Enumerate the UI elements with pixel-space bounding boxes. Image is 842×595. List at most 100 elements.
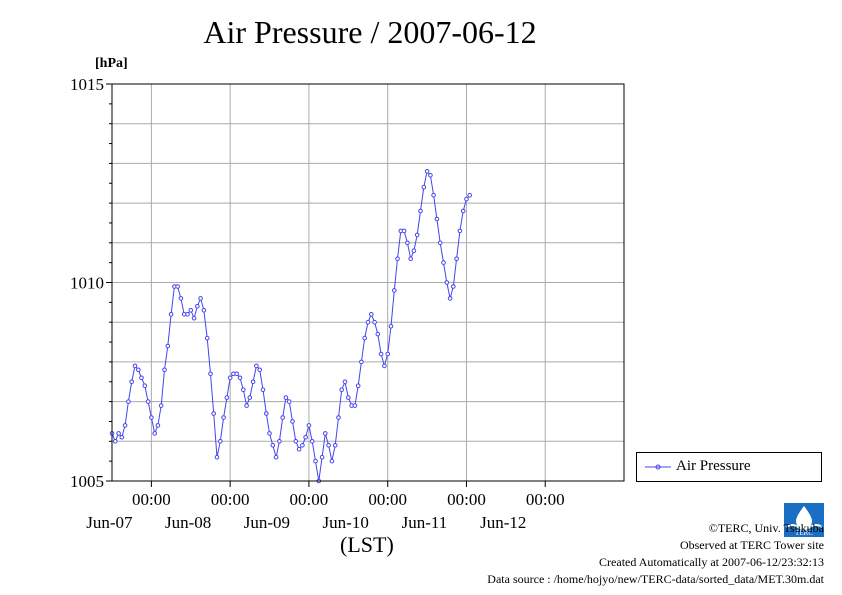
data-point (286, 399, 292, 404)
data-point (378, 351, 384, 357)
data-point (116, 431, 121, 436)
data-point (329, 458, 335, 464)
data-point (264, 411, 269, 416)
legend-label-air-pressure: Air Pressure (676, 458, 751, 474)
data-point (257, 367, 263, 373)
data-point (395, 256, 400, 262)
x-tick-time-label: 00:00 (211, 490, 250, 509)
data-point (372, 319, 377, 325)
data-point (309, 439, 315, 444)
data-point (191, 315, 197, 321)
data-point (145, 399, 151, 404)
data-point (428, 173, 433, 178)
data-point (267, 431, 272, 436)
data-point (188, 308, 194, 313)
data-point (254, 363, 259, 369)
data-point (273, 454, 279, 460)
data-point (408, 256, 414, 262)
data-point (290, 419, 295, 424)
data-point (201, 308, 207, 313)
data-point (362, 335, 368, 341)
x-tick-time-label: 00:00 (447, 490, 486, 509)
y-axis-unit-label: [hPa] (95, 56, 128, 71)
data-point (270, 443, 276, 448)
data-point (313, 458, 318, 464)
data-point (155, 423, 161, 428)
credit-created-at: Created Automatically at 2007-06-12/23:3… (599, 555, 824, 569)
data-point (168, 312, 174, 317)
credit-data-source: Data source : /home/hojyo/new/TERC-data/… (487, 572, 824, 586)
data-point (467, 192, 473, 198)
y-tick-label: 1015 (70, 75, 104, 94)
x-tick-time-label: 00:00 (132, 490, 171, 509)
data-point (346, 395, 351, 400)
data-point (208, 371, 213, 377)
data-point (336, 415, 341, 420)
data-point (165, 343, 171, 349)
data-point (365, 319, 371, 325)
x-axis-ticks: 00:00Jun-0700:00Jun-0800:00Jun-0900:00Ju… (86, 481, 565, 532)
data-point (195, 304, 200, 309)
data-point (300, 443, 305, 448)
data-point (369, 312, 374, 317)
data-point (437, 240, 443, 246)
data-point (411, 248, 417, 253)
x-tick-day-label: Jun-11 (402, 513, 448, 532)
x-tick-day-label: Jun-12 (480, 513, 526, 532)
data-point (250, 379, 256, 385)
credit-copyright: ©TERC, Univ. Tsukuba (708, 521, 824, 535)
data-point (326, 443, 331, 448)
data-point (385, 351, 391, 357)
y-tick-label: 1005 (70, 472, 104, 491)
data-point (454, 256, 459, 262)
data-point (178, 296, 184, 301)
data-point (139, 375, 144, 381)
chart-title: Air Pressure / 2007-06-12 (203, 14, 537, 50)
y-tick-label: 1010 (70, 274, 104, 293)
data-point (342, 379, 348, 385)
data-point (431, 192, 436, 198)
x-tick-day-label: Jun-07 (86, 513, 133, 532)
data-point (237, 375, 243, 381)
data-point (142, 383, 148, 389)
data-point (224, 395, 230, 400)
x-tick-time-label: 00:00 (290, 490, 329, 509)
data-point (132, 363, 138, 369)
data-point (204, 335, 210, 341)
data-point (122, 423, 128, 428)
data-point (175, 284, 180, 289)
plot-frame (111, 83, 625, 482)
terc-logo-icon: TERC (784, 503, 824, 537)
x-tick-day-label: Jun-10 (323, 513, 369, 532)
data-point (113, 439, 118, 444)
data-point (211, 411, 216, 416)
data-point (405, 240, 410, 246)
data-point (451, 284, 456, 289)
data-point (359, 359, 364, 365)
data-point (149, 415, 154, 420)
data-point (185, 312, 190, 317)
data-point (283, 395, 289, 400)
data-point (152, 431, 157, 436)
logo-text: TERC (795, 529, 813, 537)
data-point (444, 280, 450, 285)
y-axis-ticks: 1005 1010 1015 (70, 75, 112, 491)
data-point (434, 216, 440, 222)
data-point (421, 184, 427, 190)
data-point (293, 439, 299, 444)
data-point (126, 399, 131, 404)
data-point (457, 228, 463, 234)
data-point (464, 196, 469, 202)
credit-observed-at: Observed at TERC Tower site (679, 538, 824, 552)
grid-lines (112, 84, 624, 481)
data-point (277, 439, 282, 444)
data-point (280, 415, 286, 420)
data-point (198, 296, 203, 301)
data-point (332, 443, 338, 448)
x-axis-title: (LST) (340, 532, 394, 557)
data-point (441, 260, 446, 265)
data-point (382, 363, 387, 369)
data-point (227, 375, 233, 381)
data-point (234, 371, 239, 377)
